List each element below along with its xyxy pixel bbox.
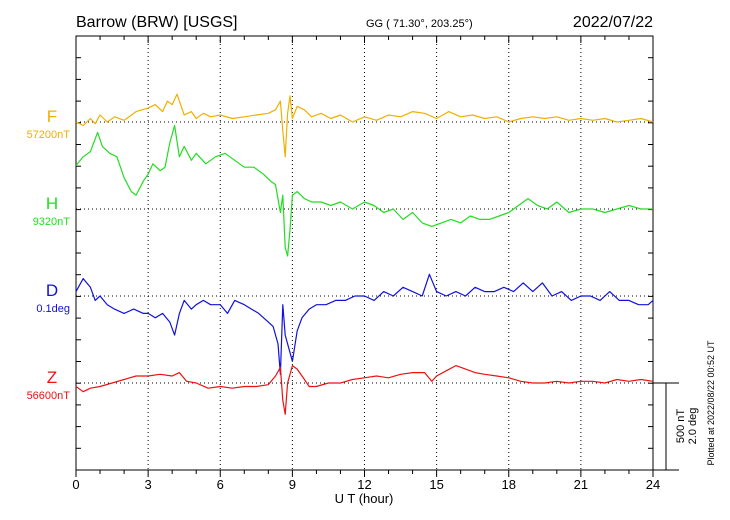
series-name-f: F (47, 107, 57, 126)
axis-ticks (75, 35, 654, 477)
series-baseline-label-z: 56600nT (27, 390, 71, 402)
scale-nT-label: 500 nT (675, 409, 687, 444)
x-tick-label: 15 (429, 477, 443, 492)
x-tick-label: 12 (357, 477, 371, 492)
x-tick-label: 24 (646, 477, 660, 492)
series-name-h: H (46, 194, 58, 213)
series-line-z (75, 365, 654, 415)
series-baseline-label-f: 57200nT (27, 129, 71, 141)
x-tick-label: 0 (72, 477, 79, 492)
x-tick-label: 3 (145, 477, 152, 492)
coords-label: GG ( 71.30°, 203.25°) (366, 18, 473, 30)
series-baseline-label-d: 0.1deg (36, 303, 70, 315)
station-title: Barrow (BRW) [USGS] (76, 14, 238, 31)
x-tick-labels: 0 3 6 9 12 15 18 21 24 (72, 477, 660, 492)
series-name-z: Z (47, 368, 57, 387)
series-labels: F 57200nT H 9320nT D 0.1deg Z 56600nT (27, 107, 71, 402)
series-line-f (75, 93, 654, 158)
date-label: 2022/07/22 (573, 14, 653, 31)
series-line-d (75, 273, 654, 375)
x-axis-label: U T (hour) (335, 491, 394, 506)
grid (147, 36, 582, 470)
series-layer (75, 93, 654, 415)
plotted-at-label: Plotted at 2022/08/22 00:52 UT (706, 340, 716, 466)
series-baseline-label-h: 9320nT (33, 216, 71, 228)
series-name-d: D (46, 281, 58, 300)
scale-deg-label: 2.0 deg (687, 408, 699, 445)
x-tick-label: 6 (217, 477, 224, 492)
x-tick-label: 9 (289, 477, 296, 492)
x-tick-label: 18 (502, 477, 516, 492)
series-line-h (75, 124, 653, 257)
x-tick-label: 21 (574, 477, 588, 492)
scale-bar: 500 nT 2.0 deg (653, 382, 699, 471)
